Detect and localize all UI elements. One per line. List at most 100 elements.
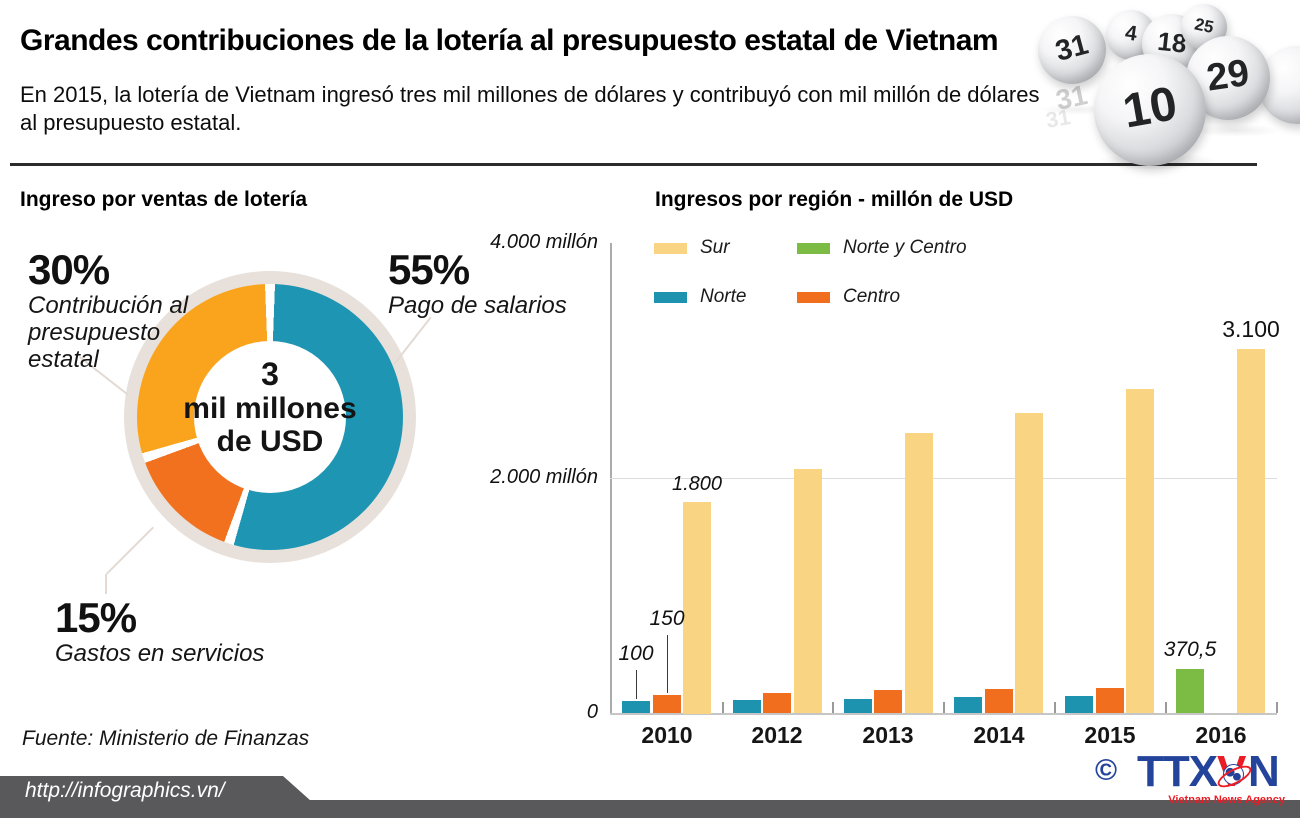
bar-sur-2016 [1237,349,1265,713]
lottery-ball-29: 29 [1186,36,1270,120]
ball-number-reflection: 31 [1053,79,1090,116]
source-note: Fuente: Ministerio de Finanzas [22,727,310,750]
logo-text-n: N [1248,747,1280,796]
x-axis-tick [1054,702,1056,713]
salaries-percentage: 55% [388,246,470,293]
bar-norte-2012 [733,700,761,713]
lottery-ball-10: 10 [1094,54,1206,166]
legend-label-norte-y-centro: Norte y Centro [843,237,967,258]
logo-text-ttx: TTX [1137,747,1218,796]
ball-number: 25 [1192,14,1216,37]
x-category-label-2015: 2015 [1084,722,1136,748]
legend-swatch-sur [654,242,687,254]
y-tick-label-4000: 4.000 millón [490,231,598,253]
bar-norte-2010 [622,701,650,713]
bar-chart-heading: Ingresos por región - millón de USD [655,188,1014,211]
legend-swatch-norte [654,291,687,303]
budget-label-line-3: estatal [28,346,99,373]
ball-number-reflection: 31 [1043,104,1073,133]
x-category-label-2014: 2014 [973,722,1025,748]
ball-number: 10 [1119,77,1181,139]
ball-number: 31 [1052,28,1092,68]
bar-norte-2014 [954,697,982,713]
lottery-ball-25: 25 [1181,4,1227,50]
bar-norte-2015 [1065,696,1093,713]
donut-chart-heading: Ingreso por ventas de lotería [20,188,308,211]
x-category-label-2013: 2013 [862,722,914,748]
bar-value-label-1.800: 1.800 [671,473,723,495]
bar-value-label-150: 150 [649,607,685,630]
legend-swatch-norte-y-centro [797,242,830,254]
x-axis-tick [1276,702,1278,713]
bar-centro-2010 [653,695,681,713]
bar-sur-2013 [905,433,933,713]
x-axis-tick [832,702,834,713]
x-axis-baseline [610,713,1277,715]
bar-sur-2014 [1015,413,1043,713]
salaries-label: Pago de salarios [388,292,567,319]
x-category-label-2012: 2012 [751,722,803,748]
donut-label-budget: 30% Contribución al presupuesto estatal [28,246,189,374]
budget-percentage: 30% [28,246,110,293]
subtitle-line-2: al presupuesto estatal. [20,110,242,135]
legend-swatch-centro [797,291,830,303]
lottery-ball-31: 31 [1038,16,1106,84]
gridline-2000 [610,478,1277,479]
legend-item-centro: Centro [797,286,901,307]
ttxvn-logo: © TTX V N Vietnam News Agency [1095,748,1295,810]
leader-line-services-vertical [105,574,107,594]
legend-item-sur: Sur [654,237,730,258]
ball-number: 4 [1123,21,1139,46]
bar-norte-y-centro-2016 [1176,669,1204,713]
leader-line-services-diagonal [105,526,154,575]
legend-label-norte: Norte [700,286,747,307]
ball-number: 29 [1204,52,1252,100]
donut-center-unit-2: de USD [216,425,324,458]
donut-label-services: 15% Gastos en servicios [55,596,265,668]
ball-shadow [1098,152,1216,170]
bar-value-label-370,5: 370,5 [1163,638,1217,661]
budget-label-line-1: Contribución al [28,292,189,319]
ball-shadow [1038,104,1116,115]
footer-url-banner [0,776,330,818]
donut-hole [194,341,346,493]
copyright-icon: © [1095,754,1118,787]
donut-center-unit-1: mil millones [183,392,357,425]
logo-subtitle: Vietnam News Agency [1168,794,1285,806]
leader-line-salaries [393,316,432,366]
lottery-ball [1258,46,1300,124]
donut-label-salaries: 55% Pago de salarios [388,246,567,320]
x-axis-tick [1165,702,1167,713]
lottery-ball-18: 18 [1142,14,1202,74]
legend-item-norte: Norte [654,286,747,307]
legend-item-norte-y-centro: Norte y Centro [797,237,967,258]
subtitle-line-1: En 2015, la lotería de Vietnam ingresó t… [20,82,1040,107]
x-category-label-2016: 2016 [1195,722,1247,748]
bar-value-leader-line [635,670,637,699]
services-label: Gastos en servicios [55,640,265,667]
bar-centro-2012 [763,693,791,713]
bar-sur-2015 [1126,389,1154,713]
page-title: Grandes contribuciones de la lotería al … [20,24,999,57]
bar-centro-2013 [874,690,902,713]
legend-label-sur: Sur [700,237,730,258]
legend-label-centro: Centro [843,286,901,307]
bar-value-label-100: 100 [618,642,654,665]
bar-centro-2015 [1096,688,1124,713]
header-divider [10,163,1257,166]
bar-sur-2010 [683,502,711,714]
y-tick-label-0: 0 [586,701,598,723]
bar-sur-2012 [794,469,822,713]
y-tick-label-2000: 2.000 millón [490,466,598,488]
footer-url: http://infographics.vn/ [25,779,225,802]
bar-centro-2014 [985,689,1013,713]
bar-value-leader-line [666,635,668,693]
x-axis-tick [722,702,724,713]
bar-norte-2013 [844,699,872,713]
budget-label-line-2: presupuesto [28,319,161,346]
lottery-ball-4: 4 [1106,10,1156,60]
x-category-label-2010: 2010 [641,722,693,748]
donut-center-label: 3 mil millones de USD [170,356,370,458]
x-axis-tick [943,702,945,713]
